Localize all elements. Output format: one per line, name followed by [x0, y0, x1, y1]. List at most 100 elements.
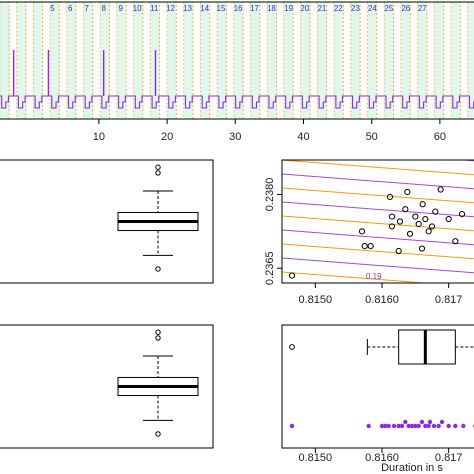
cycle-band-orange — [142, 1, 151, 120]
duration-strip-point — [409, 423, 415, 429]
cycle-band-orange — [342, 1, 352, 120]
cycle-band-orange — [393, 1, 402, 120]
scatter-point — [418, 245, 426, 252]
cycle-label: 15 — [217, 4, 226, 13]
cycle-band-orange — [175, 1, 185, 120]
cycle-label: 26 — [401, 4, 410, 13]
signal-x-tick-label: 20 — [161, 131, 173, 143]
cycle-band-green — [267, 2, 277, 119]
signal-x-tick-label: 50 — [366, 131, 378, 143]
cycle-band-green — [401, 2, 411, 119]
cycle-label: 21 — [317, 4, 326, 13]
box-panel-top — [0, 159, 214, 284]
cycle-band-green — [83, 2, 93, 119]
cycle-label: 9 — [118, 4, 123, 13]
contour-line — [282, 173, 474, 190]
duration-strip-point — [461, 423, 466, 429]
scatter-point — [452, 238, 459, 245]
cycle-label: 19 — [284, 4, 293, 13]
cycle-label: 6 — [68, 4, 73, 13]
cycle-band-green — [50, 2, 60, 119]
scatter-point — [445, 215, 452, 223]
box-outlier — [155, 170, 161, 176]
cycle-label: 13 — [183, 4, 192, 13]
cycle-band-green — [100, 2, 110, 119]
scatter-point — [396, 218, 404, 225]
duration-x-tick-label: 0.8160 — [365, 452, 399, 464]
cycle-band-green — [33, 2, 43, 119]
signal-x-axis: 10 20 30 40 50 60 — [93, 119, 446, 143]
scatter-x-tick-label: 0.8160 — [365, 294, 399, 306]
cycle-label: 12 — [166, 4, 175, 13]
signal-spikes — [12, 50, 157, 96]
duration-strip-point — [391, 423, 397, 429]
box-panel-top-frame — [0, 159, 214, 284]
cycle-band-green — [133, 2, 143, 119]
cycle-label: 11 — [150, 4, 159, 13]
scatter-point — [437, 186, 444, 193]
duration-x-tick-label: 0.817 — [435, 452, 463, 464]
cycle-label: 20 — [300, 4, 309, 13]
cycle-band-green — [367, 2, 377, 119]
cycle-label: 8 — [101, 4, 106, 13]
scatter-points — [288, 186, 466, 279]
contour-line — [282, 257, 474, 274]
box-outlier — [155, 329, 161, 335]
cycle-band-orange — [192, 1, 202, 120]
cycle-band-orange — [443, 1, 452, 120]
scatter-point — [288, 272, 296, 279]
duration-strip-point — [439, 419, 445, 425]
duration-strip-point — [366, 423, 371, 429]
cycle-label: 10 — [133, 4, 142, 13]
box-outlier — [155, 431, 161, 437]
box-panel-bottom — [0, 324, 214, 449]
scatter-point — [428, 223, 436, 230]
cycle-band-orange — [409, 1, 419, 120]
cycle-label: 16 — [234, 4, 243, 13]
cycle-band-green — [16, 2, 26, 119]
cycle-band-green — [217, 2, 227, 119]
cycle-band-green — [300, 2, 310, 119]
signal-panel-frame — [0, 1, 474, 120]
scatter-point — [358, 228, 366, 235]
cycle-band-orange — [309, 1, 318, 120]
duration-strip-point — [399, 423, 405, 429]
signal-x-tick-label: 40 — [297, 131, 309, 143]
contour-line — [282, 243, 474, 260]
contour-line — [282, 215, 474, 232]
duration-x-axis: 0.8150 0.8160 0.817 — [299, 448, 463, 464]
scatter-point — [367, 243, 374, 250]
scatter-y-tick-label: 0.2365 — [264, 251, 276, 285]
scatter-point — [406, 230, 414, 237]
cycle-band-orange — [276, 1, 285, 120]
scatter-x-tick-label: 0.8150 — [299, 294, 333, 306]
cycle-label: 22 — [334, 4, 343, 13]
scatter-point — [415, 220, 422, 228]
scatter-point — [361, 243, 368, 250]
scatter-point — [388, 223, 396, 230]
scatter-point — [422, 215, 429, 223]
cycle-label: 18 — [267, 4, 276, 13]
contour-line — [282, 271, 432, 283]
box-panel-bottom-frame — [0, 324, 214, 449]
duration-strip-point — [383, 423, 388, 429]
scatter-point — [419, 201, 426, 208]
cycle-band-orange — [259, 1, 268, 120]
cycle-band-orange — [92, 1, 101, 120]
scatter-x-tick-label: 0.817 — [435, 294, 463, 306]
duration-strip-point — [403, 419, 408, 425]
scatter-point — [425, 228, 432, 235]
duration-strip-point — [427, 419, 433, 425]
cycle-band-green — [183, 2, 193, 119]
contour-line — [282, 229, 474, 246]
duration-strip-point — [446, 423, 451, 429]
cycle-band-green — [350, 2, 361, 119]
scatter-point — [388, 213, 396, 220]
cycle-band-green — [334, 2, 344, 119]
duration-strip-point — [423, 423, 428, 429]
scatter-y-tick-label: 0.2380 — [264, 178, 276, 212]
cycle-band-orange — [125, 1, 135, 120]
cycle-band-green — [284, 2, 294, 119]
cycle-band-orange — [376, 1, 385, 120]
